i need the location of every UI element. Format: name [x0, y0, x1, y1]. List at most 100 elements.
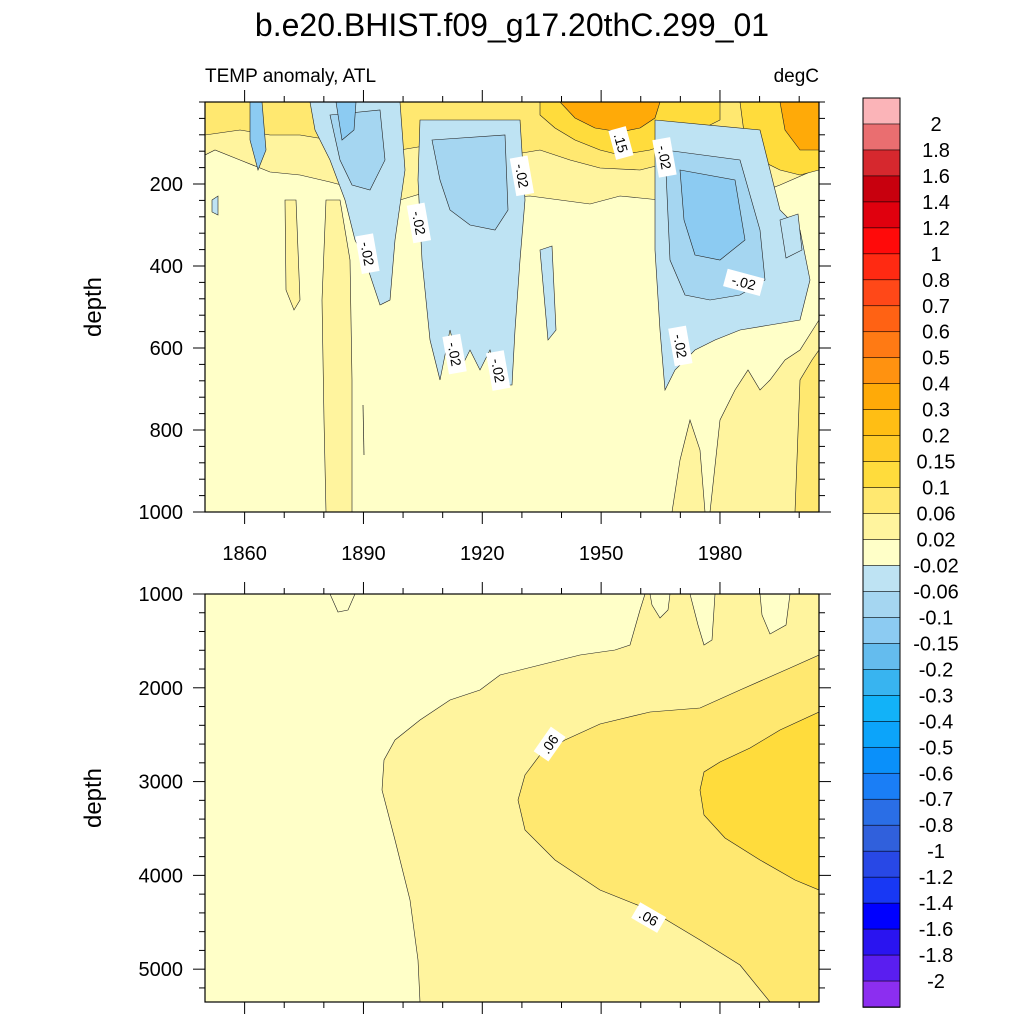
colorbar-swatch — [862, 746, 901, 775]
contour-label-text: -.02 — [730, 272, 758, 294]
colorbar-swatch — [862, 721, 901, 749]
colorbar-swatch — [862, 539, 901, 567]
colorbar-label: -0.15 — [913, 633, 959, 655]
contour-label: .15 — [608, 126, 634, 160]
colorbar-swatch — [862, 928, 901, 956]
x-tick-label: 1920 — [460, 543, 505, 565]
colorbar-swatch — [862, 175, 901, 203]
y-tick-label: 800 — [150, 420, 183, 442]
y-tick-label: 5000 — [139, 959, 184, 981]
colorbar-label: 2 — [930, 114, 941, 136]
colorbar-label: 0.15 — [917, 452, 956, 474]
colorbar-swatch — [862, 902, 901, 930]
chart-title: b.e20.BHIST.f09_g17.20thC.299_01 — [255, 7, 769, 43]
colorbar-label: 0.6 — [922, 322, 950, 344]
colorbar-swatch — [862, 617, 901, 645]
colorbar-label: -0.1 — [919, 607, 953, 629]
y-tick-label: 2000 — [139, 678, 184, 700]
colorbar-swatch — [862, 461, 901, 489]
contour-label-text: -.02 — [655, 144, 675, 171]
contour-label-box — [608, 126, 634, 160]
right-subtitle: degC — [774, 66, 819, 87]
colorbar-label: -1.8 — [919, 945, 953, 967]
x-tick-label: 1890 — [341, 543, 386, 565]
y-tick-label: 4000 — [139, 865, 184, 887]
colorbar-swatch — [862, 980, 901, 1008]
upper-ylabel: depth — [80, 277, 107, 337]
upper-axes: 200 400 600 800 1000 — [139, 90, 831, 524]
colorbar-label: -1.2 — [919, 867, 953, 889]
contour-label-box — [485, 350, 511, 391]
colorbar-swatch — [862, 850, 901, 878]
lower-ylabel: depth — [80, 768, 107, 828]
contour-label-box — [442, 333, 467, 375]
y-tick-label: 400 — [150, 256, 183, 278]
lower-contour-field — [205, 594, 819, 1002]
x-tick-labels: 1860 1890 1920 1950 1980 — [222, 543, 742, 565]
contour-label-box — [355, 233, 380, 274]
contour-label: -.02 — [442, 333, 467, 375]
y-tick-label: 3000 — [139, 772, 184, 794]
colorbar-label: -2 — [927, 971, 945, 993]
colorbar-label: -0.06 — [913, 581, 959, 603]
contour-label-box — [723, 268, 765, 297]
colorbar-swatch — [862, 565, 901, 593]
colorbar-swatch — [862, 97, 901, 125]
colorbar: 2 1.8 1.6 1.4 1.2 1 0.8 0.7 0.6 0.5 0.4 0.3 0.2 0.15 0… — [862, 97, 959, 1008]
colorbar-label: -0.6 — [919, 763, 953, 785]
colorbar-label: 1.4 — [922, 192, 950, 214]
y-tick-label: 1000 — [139, 502, 184, 524]
colorbar-swatch — [862, 305, 901, 333]
colorbar-swatch — [862, 487, 901, 515]
colorbar-label: 0.5 — [922, 348, 950, 370]
colorbar-swatch — [862, 798, 901, 827]
colorbar-label: -0.4 — [919, 711, 953, 733]
lower-axes: 1000 2000 3000 4000 5000 — [139, 582, 831, 1014]
colorbar-swatch — [862, 954, 901, 982]
colorbar-swatch — [862, 669, 901, 697]
contour-label-box — [509, 155, 535, 197]
contour-label-box — [406, 202, 432, 244]
left-subtitle: TEMP anomaly, ATL — [205, 66, 376, 87]
colorbar-label: -0.7 — [919, 789, 953, 811]
colorbar-swatch — [862, 201, 901, 229]
contour-label-text: -.02 — [670, 333, 690, 360]
contour-label: -.02 — [723, 268, 765, 297]
colorbar-swatch — [862, 513, 901, 541]
colorbar-label: 0.4 — [922, 374, 950, 396]
colorbar-swatch — [862, 876, 901, 904]
colorbar-swatch — [862, 435, 901, 463]
colorbar-label: 1.2 — [922, 218, 950, 240]
y-tick-label: 1000 — [139, 584, 184, 606]
colorbar-swatch — [862, 149, 901, 177]
y-tick-label: 200 — [150, 174, 183, 196]
upper-contour-labels: -.02 -.02 -.02 -.02 -.02 .15 -.02 -.02 -.02 — [355, 126, 765, 391]
colorbar-swatch — [862, 227, 901, 255]
contour-label-text: -.02 — [445, 341, 465, 368]
lower-panel: .06.06 1000 2000 3000 4000 5000 depth — [80, 582, 831, 1014]
x-tick-label: 1950 — [579, 543, 624, 565]
contour-label: -.02 — [406, 202, 432, 244]
upper-panel: -.02 -.02 -.02 -.02 -.02 .15 -.02 -.02 -.02 200 4… — [80, 90, 831, 524]
colorbar-swatch — [862, 824, 901, 852]
colorbar-label: 0.8 — [922, 270, 950, 292]
colorbar-label: -0.02 — [913, 555, 959, 577]
colorbar-label: 1.8 — [922, 140, 950, 162]
colorbar-swatch — [862, 695, 901, 723]
colorbar-frame — [862, 97, 901, 1008]
colorbar-swatch — [862, 409, 901, 437]
colorbar-label: 0.2 — [922, 426, 950, 448]
contour-label-box — [631, 902, 667, 933]
colorbar-label: 0.7 — [922, 296, 950, 318]
colorbar-label: 1 — [930, 244, 941, 266]
contour-label-text: .15 — [611, 132, 632, 155]
colorbar-swatch — [862, 253, 901, 281]
colorbar-label: -0.8 — [919, 815, 953, 837]
contour-label-box — [652, 137, 677, 178]
x-tick-label: 1980 — [698, 543, 743, 565]
colorbar-label: -0.3 — [919, 685, 953, 707]
y-tick-label: 600 — [150, 338, 183, 360]
x-tick-label: 1860 — [222, 543, 267, 565]
contour-label: -.02 — [355, 233, 380, 274]
